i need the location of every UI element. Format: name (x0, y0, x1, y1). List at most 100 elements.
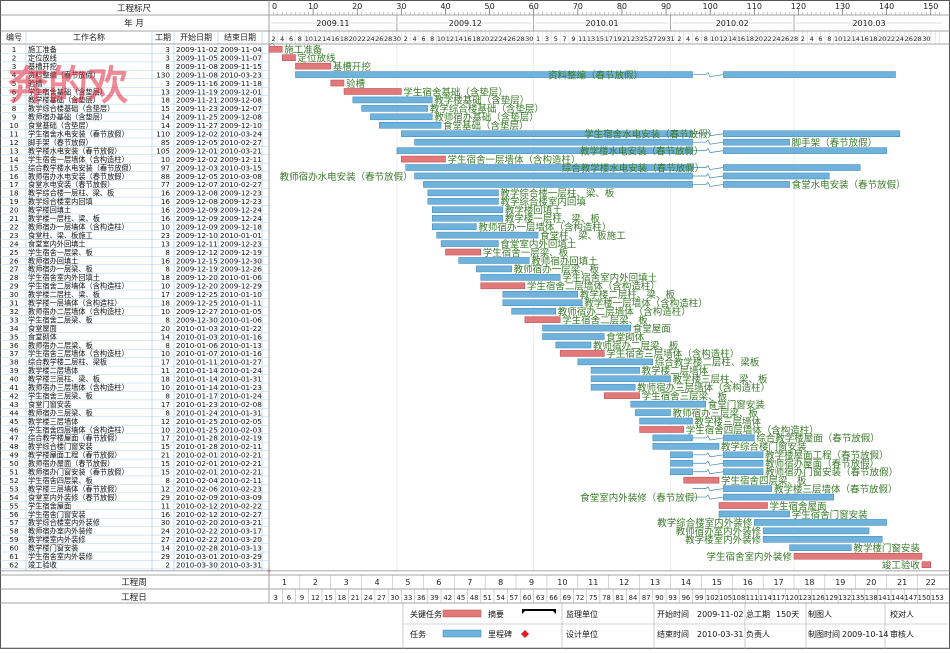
task-id: 30 (9, 290, 19, 299)
task-name: 教学楼二层柱、梁、板 (28, 290, 100, 299)
task-bar (723, 181, 790, 188)
task-start: 2009-12-09 (176, 214, 218, 223)
day-number: 18 (340, 35, 348, 43)
task-name: 资料整编（春节放假） (28, 70, 100, 79)
task-start: 2010-02-28 (176, 544, 218, 553)
task-bar-label: 学生宿舍基础（含垫层） (403, 86, 508, 98)
task-duration: 8 (165, 62, 170, 71)
task-name: 教学楼二层墙体 (28, 366, 78, 375)
task-name: 教学楼基础（含垫层） (28, 96, 100, 105)
task-name: 学生宿舍一层墙体（含构造柱） (28, 155, 129, 164)
task-start: 2009-12-03 (176, 163, 218, 172)
task-duration: 10 (161, 222, 171, 231)
task-end: 2010-01-24 (220, 366, 262, 375)
week-number: 19 (835, 578, 845, 587)
duration-value: 150天 (776, 610, 799, 619)
task-start: 2009-12-10 (176, 231, 218, 240)
task-end: 2010-01-24 (220, 391, 262, 400)
day-number: 28 (384, 35, 392, 43)
day-number: 7 (563, 35, 567, 43)
task-bar-label: 教学楼二层墙体 (642, 365, 709, 377)
task-duration: 8 (165, 408, 170, 417)
task-id: 49 (9, 451, 19, 460)
task-start: 2009-12-15 (176, 256, 218, 265)
legend-critical-swatch (442, 609, 482, 618)
task-duration: 11 (161, 501, 170, 510)
task-bar-label: 施工准备 (284, 44, 323, 56)
task-name: 综合教学楼屋面（春节放假） (28, 434, 121, 443)
task-id: 47 (9, 434, 18, 443)
task-bar-label: 教学楼基础（含垫层） (434, 95, 529, 107)
day-number: 6 (695, 35, 699, 43)
engineering-day: 30 (390, 594, 399, 602)
day-number: 21 (622, 35, 630, 43)
task-start: 2010-02-12 (176, 501, 218, 510)
task-bar-label: 教学楼三层墙体 (695, 416, 762, 428)
day-number: 22 (887, 35, 895, 43)
task-bar (723, 460, 764, 467)
day-number: 16 (463, 35, 471, 43)
task-duration: 10 (161, 383, 171, 392)
task-start: 2010-02-12 (176, 510, 218, 519)
task-id: 52 (9, 476, 18, 485)
ruler-tick-label: 30 (396, 2, 406, 11)
task-bar (436, 231, 539, 239)
task-duration: 11 (161, 366, 170, 375)
task-end: 2010-02-27 (220, 180, 262, 189)
task-bar-label: 教学楼室内外装修 (685, 534, 762, 546)
task-duration: 17 (161, 290, 170, 299)
day-number: 18 (746, 35, 754, 43)
holiday-break (692, 173, 724, 179)
task-id: 6 (12, 87, 17, 96)
task-id: 53 (9, 484, 18, 493)
task-end: 2010-01-23 (220, 383, 262, 392)
task-bar-label: 教师宿办一层梁、板 (514, 264, 600, 276)
task-duration: 21 (161, 451, 170, 460)
task-end: 2009-12-11 (220, 155, 262, 164)
task-end: 2010-02-21 (220, 468, 262, 477)
task-start: 2010-03-30 (176, 560, 218, 569)
engineering-day: 108 (732, 594, 745, 602)
start-time-label: 开始时间 (657, 609, 689, 619)
engineering-day: 129 (825, 594, 838, 602)
task-duration: 3 (165, 53, 170, 62)
task-id: 17 (9, 180, 18, 189)
task-name: 教师宿办室内外装修 (28, 527, 93, 536)
task-name: 教学楼三层墙体 (28, 417, 78, 426)
task-start: 2010-01-03 (176, 324, 218, 333)
task-bar (330, 79, 345, 87)
task-bar (723, 138, 790, 146)
task-bar (670, 451, 693, 459)
task-name: 教学综合楼室内外装修 (28, 518, 100, 527)
task-bar (723, 434, 755, 442)
day-number: 8 (298, 35, 302, 43)
task-end: 2009-12-18 (220, 222, 262, 231)
engineering-day: 36 (417, 594, 426, 602)
task-name: 食堂水电安装（春节放假） (28, 180, 114, 189)
engineering-day: 15 (324, 594, 333, 602)
task-end: 2010-02-21 (220, 459, 262, 468)
task-end: 2009-11-07 (220, 53, 262, 62)
task-duration: 17 (161, 358, 170, 367)
task-bar-label: 教师宿办二层墙体（含构造柱） (558, 306, 691, 318)
task-duration: 15 (161, 468, 170, 477)
holiday-break (692, 469, 724, 475)
week-number: 17 (773, 578, 783, 587)
task-duration: 18 (161, 273, 171, 282)
engineering-day: 21 (351, 594, 360, 602)
task-name: 学生宿舍室内外装修 (28, 552, 93, 561)
day-number: 12 (446, 35, 454, 43)
day-number: 4 (413, 35, 417, 43)
task-bar-label: 学生宿舍门窗安装 (792, 509, 869, 521)
task-id: 7 (12, 96, 17, 105)
task-id: 1 (12, 45, 17, 54)
task-id: 21 (9, 214, 18, 223)
task-start: 2009-12-02 (176, 155, 218, 164)
task-bar (343, 88, 402, 95)
task-start: 2010-01-14 (176, 383, 218, 392)
task-start: 2010-01-25 (176, 417, 218, 426)
task-name: 教学综合楼门窗安装 (28, 442, 93, 451)
task-name: 学生宿舍室内外回填土 (28, 273, 100, 282)
task-id: 36 (9, 341, 19, 350)
ruler-tick-label: 20 (352, 2, 362, 11)
